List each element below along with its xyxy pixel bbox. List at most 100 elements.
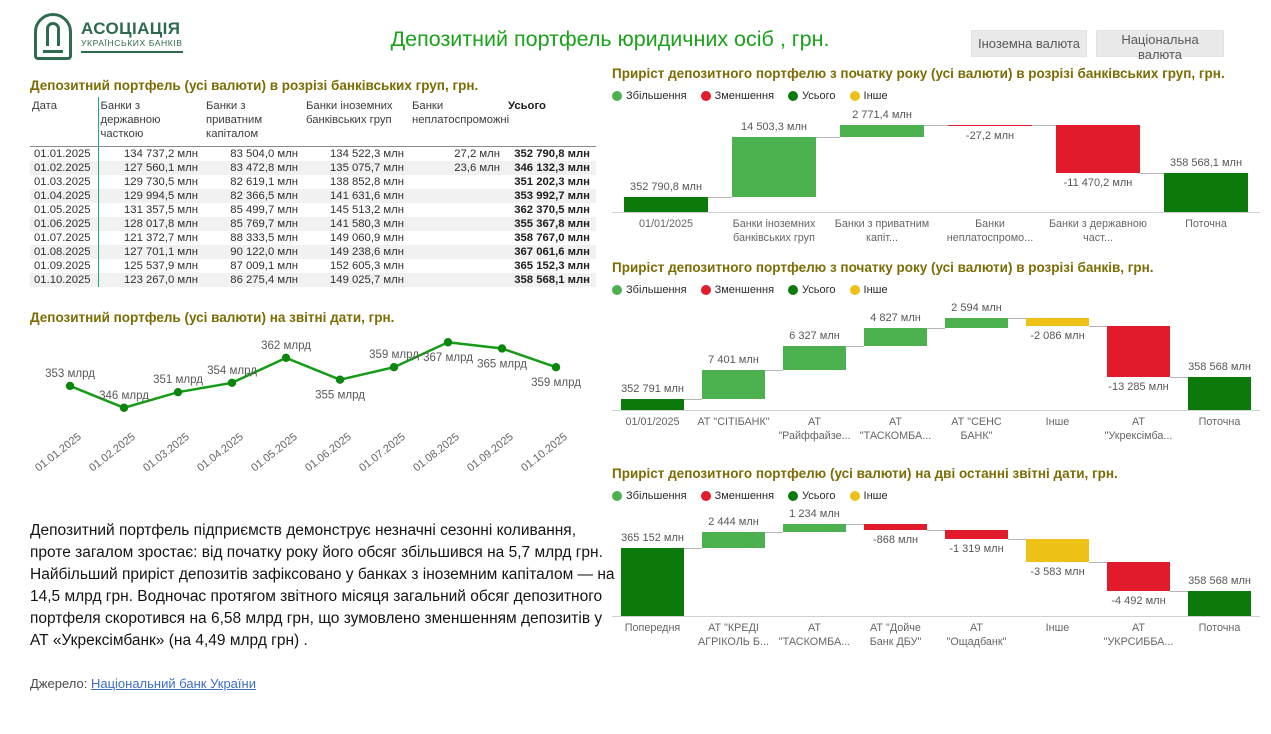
table-row: 01.03.2025 129 730,5 млн 82 619,1 млн 138 8…	[30, 175, 596, 190]
data-point[interactable]	[173, 387, 183, 397]
waterfall-connector	[1008, 317, 1026, 319]
waterfall-bar[interactable]	[1025, 317, 1090, 326]
table-row: 01.05.2025 131 357,5 млн 85 499,7 млн 145 5…	[30, 203, 596, 218]
data-point[interactable]	[119, 403, 129, 412]
bar-value-label: -1 319 млн	[949, 542, 1004, 555]
waterfall-bar[interactable]	[1025, 538, 1090, 562]
waterfall-plot: 352 790,8 млн 14 503,3 млн 2 771,4 млн -27,…	[612, 109, 1260, 213]
data-point[interactable]	[443, 338, 453, 347]
chart-title: Приріст депозитного портфелю (усі валюти…	[612, 466, 1118, 481]
category-label: АТ "СЕНС БАНК"	[951, 416, 1002, 443]
waterfall-bar[interactable]	[1106, 325, 1171, 377]
data-point[interactable]	[497, 344, 507, 353]
waterfall-bar[interactable]	[944, 317, 1009, 328]
legend-item-other[interactable]: Інше	[849, 284, 888, 296]
waterfall-connector	[765, 532, 783, 534]
waterfall-bar[interactable]	[623, 196, 709, 212]
table-row: 01.04.2025 129 994,5 млн 82 366,5 млн 141 6…	[30, 189, 596, 204]
legend-item-total[interactable]: Усього	[788, 90, 836, 102]
waterfall-bar[interactable]	[839, 125, 925, 137]
table-cell: 129 994,5 млн	[97, 189, 204, 204]
table-cell: 01.04.2025	[30, 189, 98, 204]
waterfall-bar[interactable]	[782, 346, 847, 371]
waterfall-bar[interactable]	[701, 532, 766, 549]
national-currency-button[interactable]: Національна валюта	[1096, 30, 1224, 62]
line-chart-svg: 353 млрд 01.01.2025 346 млрд 01.02.2025 351 …	[33, 338, 581, 474]
table-cell: 352 790,8 млн	[514, 148, 590, 161]
legend-item-increase[interactable]: Збільшення	[612, 490, 687, 502]
legend-item-increase[interactable]: Збільшення	[612, 90, 687, 102]
waterfall-bar[interactable]	[731, 136, 817, 197]
column-header[interactable]: Дата	[30, 97, 98, 148]
aub-arch-icon	[34, 13, 72, 60]
waterfall-bar[interactable]	[1187, 376, 1252, 410]
legend-item-total[interactable]: Усього	[788, 490, 836, 502]
point-label: 351 млрд	[153, 374, 203, 386]
data-point[interactable]	[227, 378, 237, 387]
data-point[interactable]	[335, 375, 345, 384]
table-cell	[410, 245, 506, 260]
waterfall-bar[interactable]	[1106, 561, 1171, 592]
waterfall-bar[interactable]	[620, 548, 685, 616]
bar-value-label: 365 152 млн	[621, 532, 684, 545]
legend-item-total[interactable]: Усього	[788, 284, 836, 296]
bar-value-label: -13 285 млн	[1108, 380, 1169, 393]
legend-item-other[interactable]: Інше	[849, 490, 888, 502]
category-label: Банки з державною част...	[1048, 218, 1148, 245]
legend-item-increase[interactable]: Збільшення	[612, 284, 687, 296]
legend-dot-increase	[612, 91, 622, 101]
table-cell	[410, 259, 506, 273]
waterfall-bar[interactable]	[947, 125, 1033, 127]
legend-dot-other	[849, 285, 860, 295]
table-cell: 01.02.2025	[30, 161, 98, 176]
waterfall-bar[interactable]	[1055, 125, 1141, 173]
legend-label: Збільшення	[626, 490, 687, 502]
bar-value-label: 6 327 млн	[789, 330, 840, 343]
legend-item-decrease[interactable]: Зменшення	[700, 284, 774, 296]
column-header[interactable]: Банки іноземних банківських груп	[304, 97, 410, 148]
legend-item-decrease[interactable]: Зменшення	[700, 490, 774, 502]
column-header[interactable]: Банки неплатоспроможні	[410, 97, 509, 148]
legend-item-other[interactable]: Інше	[849, 90, 888, 102]
waterfall-bar[interactable]	[620, 398, 685, 410]
table-cell: 01.10.2025	[30, 273, 98, 288]
column-header[interactable]: Банки з державною часткою	[97, 97, 204, 148]
foreign-currency-button[interactable]: Іноземна валюта	[971, 30, 1087, 57]
data-point[interactable]	[281, 353, 291, 363]
legend-dot-increase	[612, 491, 622, 501]
waterfall-bar[interactable]	[863, 524, 928, 530]
waterfall-bar[interactable]	[1163, 172, 1249, 212]
data-point[interactable]	[551, 363, 561, 372]
waterfall-bar[interactable]	[782, 524, 847, 533]
x-axis-label: 01.06.2025	[303, 431, 354, 474]
table-cell: 90 122,0 млн	[204, 245, 304, 260]
waterfall-bar[interactable]	[863, 327, 928, 347]
table-cell: 129 730,5 млн	[97, 175, 204, 190]
point-label: 359 млрд	[369, 349, 419, 361]
data-point[interactable]	[65, 381, 75, 391]
legend-dot-decrease	[700, 285, 711, 295]
legend-label: Збільшення	[626, 284, 687, 296]
table-cell: 83 504,0 млн	[230, 148, 298, 161]
table-cell: 362 370,5 млн	[514, 204, 590, 217]
column-header[interactable]: Усього	[506, 97, 596, 148]
table-cell: 82 619,1 млн	[230, 176, 298, 189]
column-header[interactable]: Банки з приватним капіталом	[204, 97, 304, 148]
source-link[interactable]: Національний банк України	[90, 676, 256, 691]
x-axis-label: 01.08.2025	[411, 431, 462, 474]
waterfall-connector	[1170, 376, 1188, 378]
waterfall-bar[interactable]	[944, 530, 1009, 539]
legend-item-decrease[interactable]: Зменшення	[700, 90, 775, 102]
waterfall-bar[interactable]	[1187, 591, 1252, 616]
legend-dot-other	[849, 91, 860, 101]
category-label: АТ "Ощадбанк"	[946, 622, 1007, 649]
table-cell: 123 267,0 млн	[97, 273, 204, 288]
table-cell: 358 568,1 млн	[506, 273, 596, 288]
table-cell	[410, 217, 506, 232]
legend-dot-total	[788, 285, 799, 295]
data-point[interactable]	[389, 363, 399, 372]
waterfall-bar[interactable]	[701, 370, 766, 399]
table-cell: 351 202,3 млн	[514, 176, 590, 189]
legend-label: Зменшення	[714, 90, 775, 102]
